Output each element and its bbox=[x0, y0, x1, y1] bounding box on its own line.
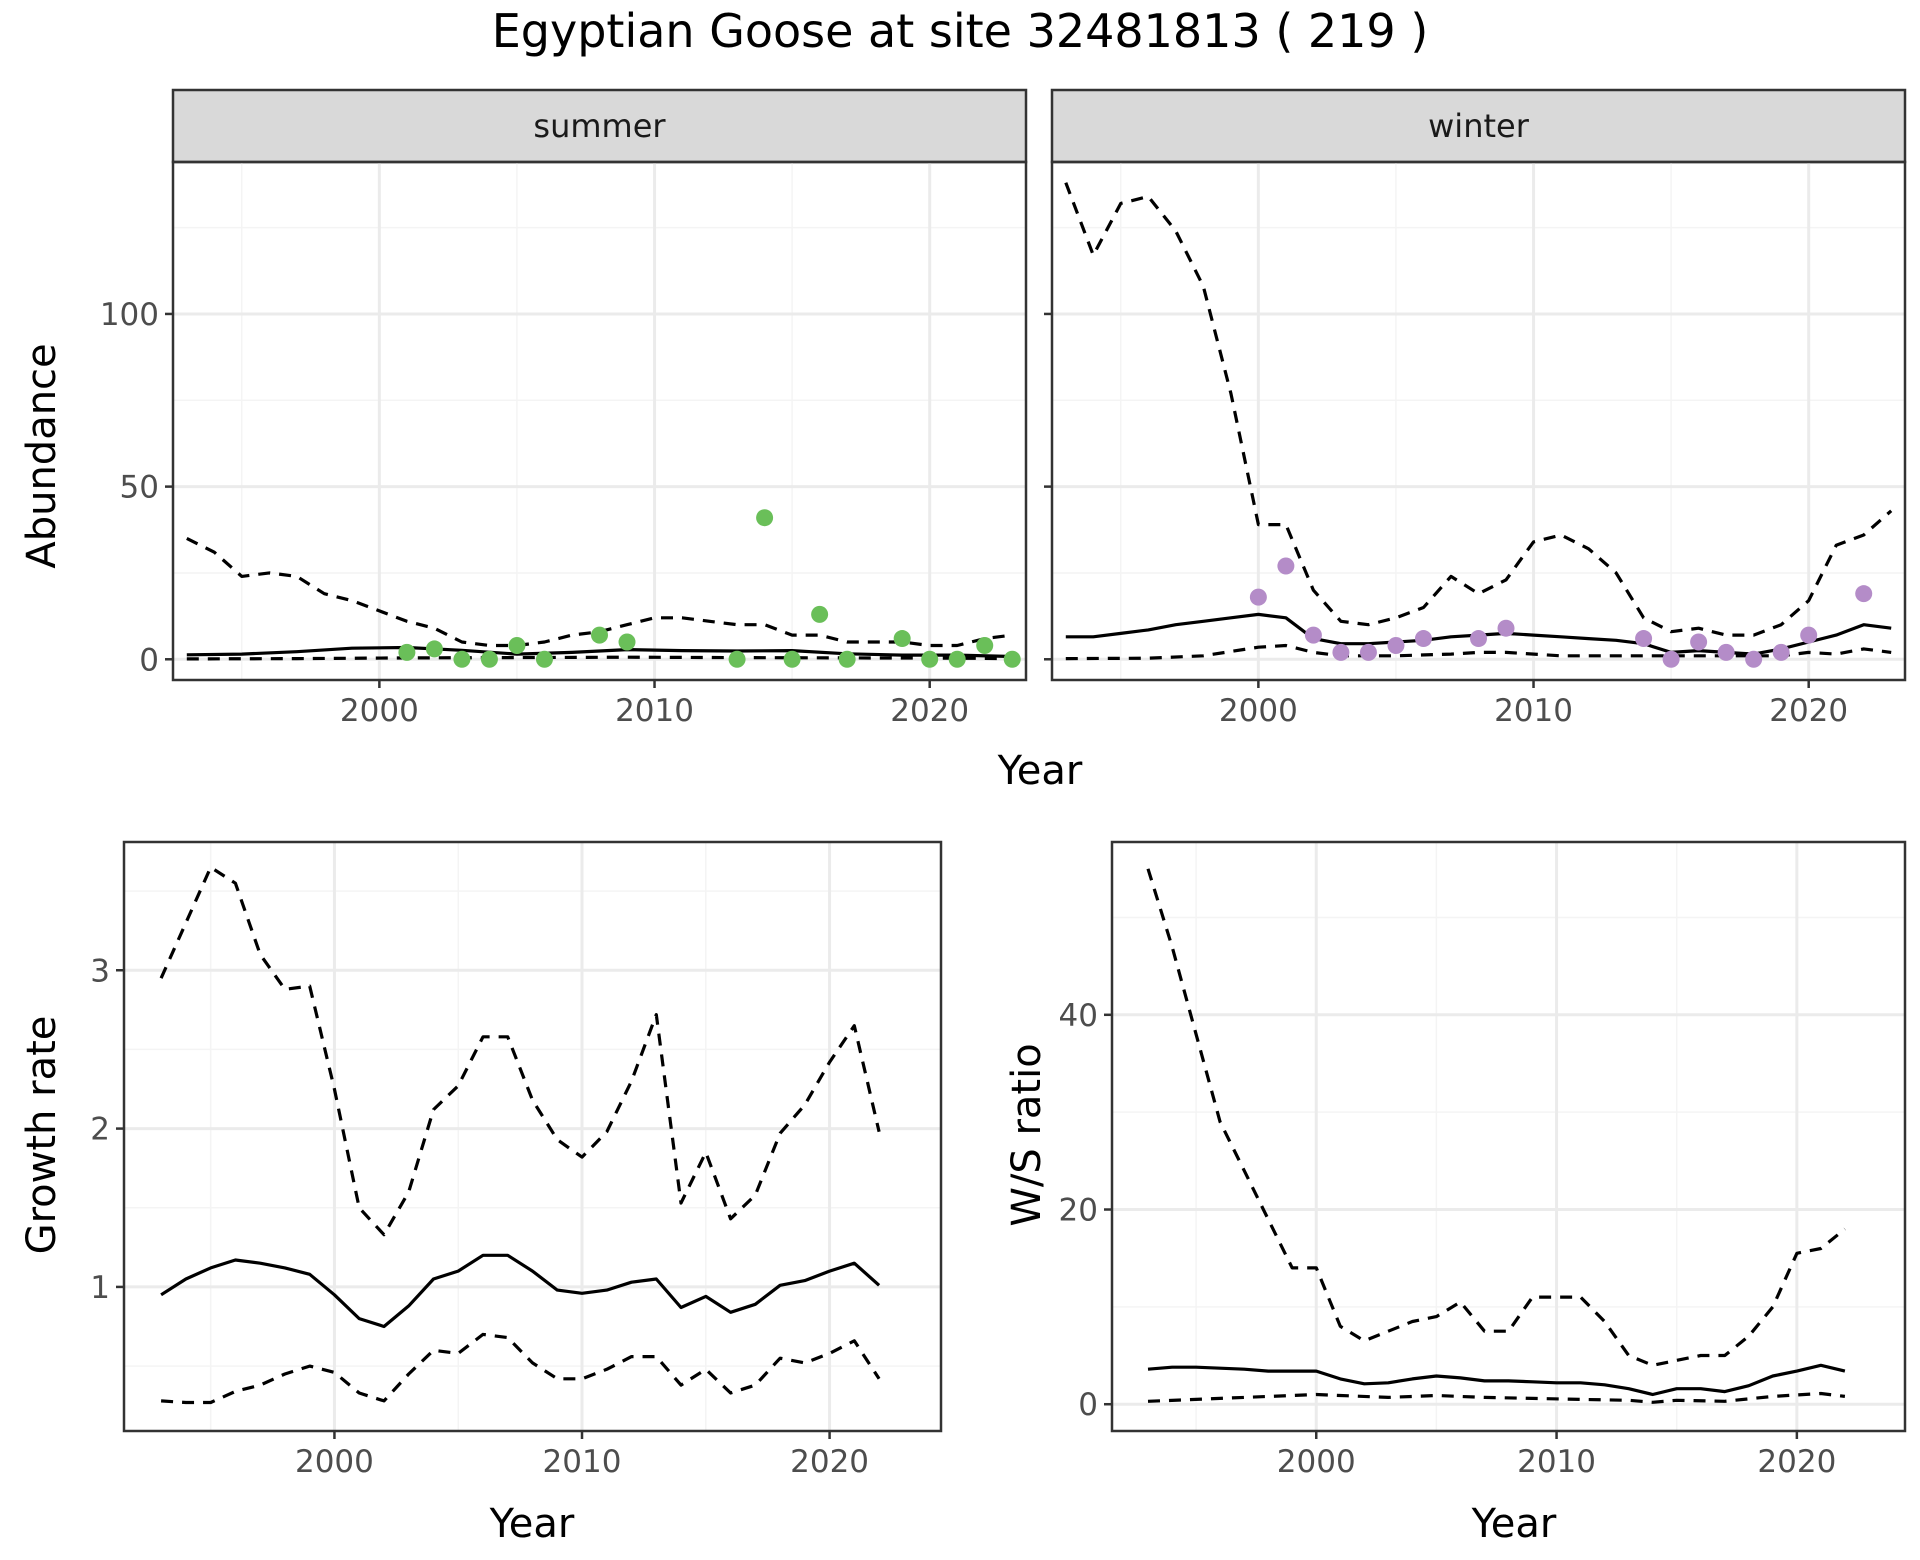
data-point bbox=[1332, 643, 1350, 661]
winter-strip bbox=[1050, 88, 1907, 164]
data-point bbox=[1635, 630, 1653, 648]
x-tick-label: 2020 bbox=[790, 1444, 869, 1480]
data-point bbox=[1359, 643, 1377, 661]
y-tick-label: 20 bbox=[1059, 1193, 1098, 1229]
data-point bbox=[480, 650, 498, 668]
data-point bbox=[508, 636, 526, 654]
x-tick-label: 2020 bbox=[1769, 693, 1848, 729]
data-point bbox=[1304, 626, 1322, 644]
y-tick-label: 3 bbox=[90, 953, 110, 989]
data-point bbox=[783, 650, 801, 668]
data-point bbox=[1249, 588, 1267, 606]
growth-rate-panel: 2000 2010 2020 1 2 3 Year Growth rate bbox=[19, 840, 943, 1547]
estimate-line bbox=[186, 645, 1013, 659]
y-tick-label: 0 bbox=[139, 642, 159, 678]
winter-strip-label: winter bbox=[1428, 107, 1530, 145]
data-point bbox=[398, 643, 416, 661]
data-point bbox=[1800, 626, 1818, 644]
growth-y-axis-title: Growth rate bbox=[19, 1016, 65, 1255]
interval-line bbox=[1147, 1391, 1846, 1404]
data-point bbox=[1497, 619, 1515, 637]
x-tick-label: 2000 bbox=[340, 693, 419, 729]
plot-frame bbox=[171, 160, 1028, 682]
summer-panel: summer 2000 2010 2020 0 50 100 bbox=[100, 88, 1028, 729]
growth-plot-area: 2000 2010 2020 1 2 3 bbox=[90, 840, 943, 1480]
interval-line bbox=[1146, 868, 1846, 1367]
y-tick-label: 40 bbox=[1059, 998, 1098, 1034]
ratio-x-axis-title: Year bbox=[1471, 1501, 1557, 1547]
top-y-axis-title: Abundance bbox=[19, 343, 65, 568]
data-point bbox=[1387, 636, 1405, 654]
data-point bbox=[1745, 650, 1763, 668]
plot-frame bbox=[122, 840, 943, 1433]
estimate-line bbox=[160, 1253, 881, 1329]
plot-frame bbox=[1050, 160, 1907, 682]
data-point bbox=[811, 605, 829, 623]
interval-line bbox=[1065, 643, 1892, 661]
data-point bbox=[893, 630, 911, 648]
x-tick-label: 2010 bbox=[1494, 693, 1573, 729]
data-point bbox=[1662, 650, 1680, 668]
x-tick-label: 2020 bbox=[1757, 1444, 1836, 1480]
y-tick-label: 100 bbox=[100, 297, 159, 333]
ws-ratio-panel: 2000 2010 2020 0 20 40 Year W/S ratio bbox=[1004, 840, 1907, 1547]
winter-panel: winter 2000 2010 2020 bbox=[1044, 88, 1907, 729]
growth-x-axis-title: Year bbox=[489, 1501, 575, 1547]
data-point bbox=[756, 509, 774, 527]
data-point bbox=[1855, 585, 1873, 603]
data-point bbox=[425, 640, 443, 658]
y-tick-label: 1 bbox=[90, 1270, 110, 1306]
interval-line bbox=[160, 1332, 881, 1405]
data-point bbox=[1772, 643, 1790, 661]
x-tick-label: 2020 bbox=[890, 693, 969, 729]
y-tick-label: 50 bbox=[120, 470, 159, 506]
summer-strip bbox=[171, 88, 1028, 164]
data-point bbox=[535, 650, 553, 668]
data-point bbox=[976, 636, 994, 654]
x-tick-label: 2010 bbox=[1517, 1444, 1596, 1480]
x-tick-label: 2000 bbox=[295, 1444, 374, 1480]
data-point bbox=[728, 650, 746, 668]
winter-plot-area: 2000 2010 2020 bbox=[1044, 160, 1907, 729]
estimate-line bbox=[1147, 1363, 1846, 1397]
data-point bbox=[838, 650, 856, 668]
interval-line bbox=[1064, 182, 1893, 637]
data-point bbox=[1003, 650, 1021, 668]
data-point bbox=[591, 626, 608, 644]
ratio-plot-area: 2000 2010 2020 0 20 40 bbox=[1059, 840, 1907, 1480]
x-tick-label: 2010 bbox=[615, 693, 694, 729]
ratio-y-axis-title: W/S ratio bbox=[1004, 1043, 1050, 1226]
x-tick-label: 2000 bbox=[1219, 693, 1298, 729]
data-point bbox=[1277, 557, 1295, 575]
data-point bbox=[1717, 643, 1735, 661]
y-tick-label: 0 bbox=[1078, 1387, 1098, 1423]
data-point bbox=[921, 650, 939, 668]
data-point bbox=[1690, 633, 1708, 651]
figure-title: Egyptian Goose at site 32481813 ( 219 ) bbox=[492, 4, 1429, 58]
data-point bbox=[453, 650, 471, 668]
y-tick-label: 2 bbox=[90, 1112, 110, 1148]
plot-frame bbox=[1110, 840, 1907, 1433]
interval-line bbox=[159, 865, 881, 1237]
x-tick-label: 2000 bbox=[1277, 1444, 1356, 1480]
x-tick-label: 2010 bbox=[543, 1444, 622, 1480]
data-point bbox=[1414, 630, 1432, 648]
interval-line bbox=[186, 536, 1013, 648]
top-x-axis-title: Year bbox=[997, 748, 1083, 794]
data-point bbox=[1470, 630, 1487, 648]
data-point bbox=[618, 633, 636, 651]
summer-strip-label: summer bbox=[533, 107, 666, 145]
summer-plot-area: 2000 2010 2020 0 50 100 bbox=[100, 160, 1028, 729]
data-point bbox=[948, 650, 966, 668]
